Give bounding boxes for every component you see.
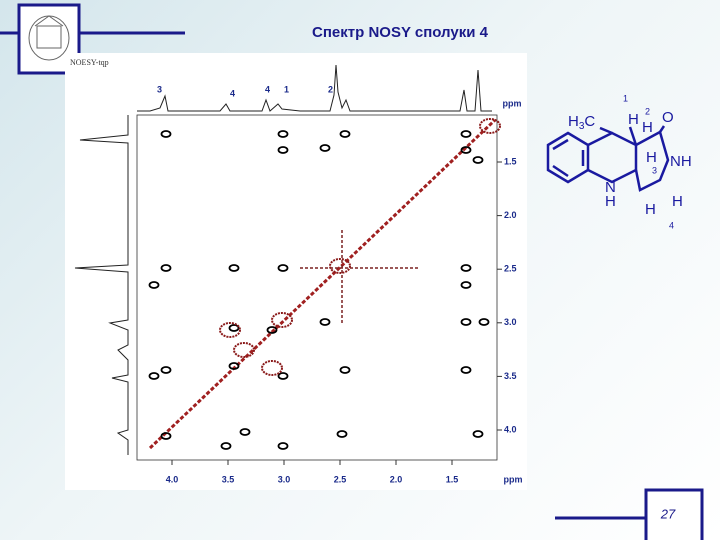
page-number: 27 xyxy=(660,506,676,521)
y-axis: 1.5 2.0 2.5 3.0 3.5 4.0 xyxy=(497,156,517,434)
cross-peak xyxy=(277,130,289,138)
peak-label: 1 xyxy=(284,84,289,94)
atom: H xyxy=(605,193,616,210)
cross-peak xyxy=(160,130,172,138)
peak-label: 3 xyxy=(157,84,162,94)
atom: NH xyxy=(670,153,692,170)
atom: H xyxy=(642,119,653,136)
y-tick-label: 3.0 xyxy=(504,317,517,327)
diagonal-peak xyxy=(261,360,283,376)
peak-label: 4 xyxy=(230,88,235,98)
peak-label: 4 xyxy=(265,84,270,94)
atom: H xyxy=(645,201,656,218)
cross-peak xyxy=(336,430,348,438)
page-frame xyxy=(644,488,704,540)
logo xyxy=(28,15,70,61)
x-tick-label: 2.5 xyxy=(334,474,347,484)
diagonal-peak xyxy=(329,258,351,274)
cross-peak xyxy=(460,146,472,154)
diagonal-peak xyxy=(479,118,501,134)
cross-peak xyxy=(460,281,472,289)
cross-peak xyxy=(228,362,240,370)
cross-peak xyxy=(319,318,331,326)
diagonal xyxy=(148,118,497,450)
atom: H xyxy=(672,193,683,210)
cross-peak xyxy=(148,281,160,289)
cross-peak xyxy=(339,130,351,138)
cross-peak xyxy=(472,156,484,164)
cross-peak xyxy=(148,372,160,380)
projection-top xyxy=(137,64,492,112)
methyl-label: H3C xyxy=(568,113,595,132)
cross-peak xyxy=(277,146,289,154)
cross-peak xyxy=(220,442,232,450)
plot-frame xyxy=(136,114,498,461)
cross-peak xyxy=(472,430,484,438)
title: Спектр NOSY сполуки 4 xyxy=(312,24,489,41)
x-tick-label: 3.5 xyxy=(222,474,235,484)
x-tick-label: 4.0 xyxy=(166,474,179,484)
x-tick-label: 2.0 xyxy=(390,474,403,484)
cross-peak xyxy=(228,324,240,332)
x-tick-label: 1.5 xyxy=(446,474,459,484)
cross-peak xyxy=(460,264,472,272)
spectrum-panel xyxy=(65,53,527,490)
y-tick-label: 1.5 xyxy=(504,156,517,166)
position-number: 1 xyxy=(623,93,628,103)
cross-peak xyxy=(160,264,172,272)
cross-peak xyxy=(239,428,251,436)
cross-peak xyxy=(228,264,240,272)
y-tick-label: 2.0 xyxy=(504,210,517,220)
cross-peak xyxy=(319,144,331,152)
cross-peak xyxy=(277,442,289,450)
y-tick-label: 4.0 xyxy=(504,424,517,434)
cross-peak xyxy=(460,366,472,374)
cross-peak xyxy=(478,318,490,326)
y-tick-label: 2.5 xyxy=(504,264,517,274)
diagonal-peak xyxy=(219,322,241,338)
cross-peak xyxy=(277,372,289,380)
cross-peak xyxy=(160,366,172,374)
y-tick-label: 3.5 xyxy=(504,371,517,381)
x-tick-label: 3.0 xyxy=(278,474,291,484)
cross-peak xyxy=(460,318,472,326)
cross-peak xyxy=(160,432,172,440)
projection-left xyxy=(74,115,129,455)
atom: H xyxy=(646,149,657,166)
position-number: 2 xyxy=(645,106,650,116)
spectrum-label: NOESY-tqp xyxy=(70,58,109,67)
diagonal-peak xyxy=(271,312,293,328)
atom: H xyxy=(628,111,639,128)
atom: N xyxy=(605,179,616,196)
x-unit: ppm xyxy=(504,474,523,484)
position-number: 3 xyxy=(652,165,657,175)
molecule xyxy=(546,125,670,192)
peak-label: 2 xyxy=(328,84,333,94)
diagonal-peak xyxy=(233,342,255,358)
cross-peak xyxy=(266,326,278,334)
cross-peak xyxy=(460,130,472,138)
cross-peaks xyxy=(148,118,501,450)
x-axis: 4.0 3.5 3.0 2.5 2.0 1.5 xyxy=(166,460,459,484)
cross-peak xyxy=(277,264,289,272)
atom: O xyxy=(662,109,674,126)
position-number: 4 xyxy=(669,220,674,230)
cross-peak xyxy=(339,366,351,374)
y-unit: ppm xyxy=(503,98,522,108)
